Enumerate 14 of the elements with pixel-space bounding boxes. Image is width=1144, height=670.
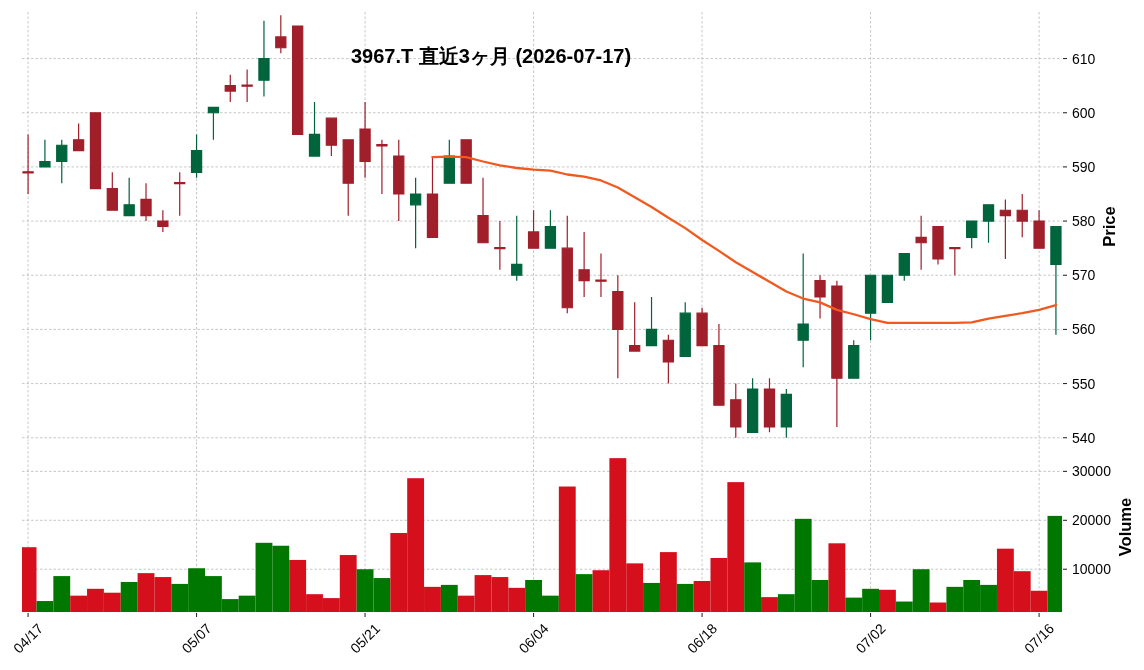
y-tick-label: 590 (1072, 158, 1096, 175)
y-tick-label: 560 (1072, 321, 1096, 338)
y-axis-title: Price (1100, 206, 1119, 247)
y-tick-label: 30000 (1072, 463, 1112, 480)
y-tick-label: 580 (1072, 213, 1096, 230)
y-tick-label: 10000 (1072, 561, 1112, 578)
y-tick-label: 600 (1072, 104, 1096, 121)
y-tick-label: 610 (1072, 50, 1096, 67)
y-tick-label: 570 (1072, 267, 1096, 284)
y-axis-title: Volume (1115, 497, 1134, 557)
text: 3967.T 直近3ヶ月 (2026-07-17) (350, 45, 632, 67)
y-tick-label: 20000 (1072, 512, 1112, 529)
y-tick-label: 540 (1072, 429, 1096, 446)
y-tick-label: 550 (1072, 375, 1096, 392)
